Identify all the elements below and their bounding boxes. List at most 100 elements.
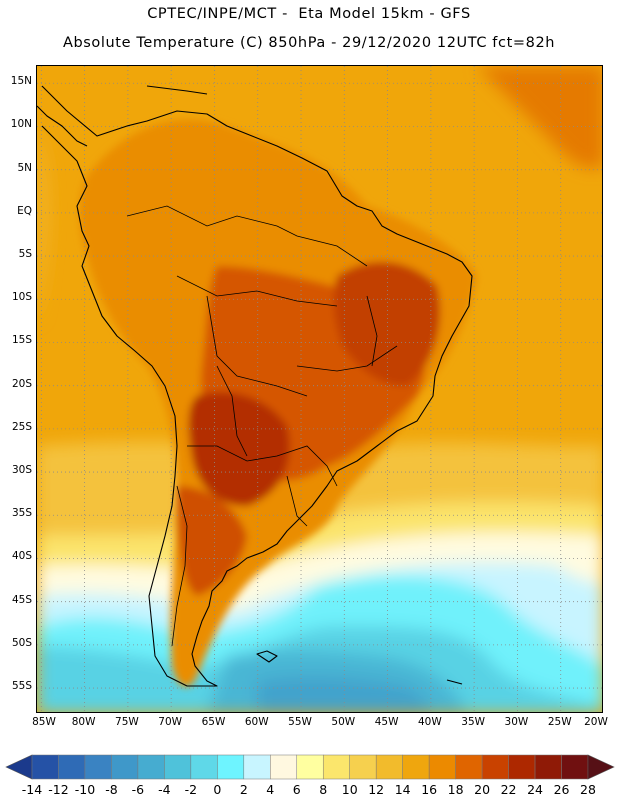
coastlines <box>37 85 473 687</box>
colorbar-swatch <box>402 754 430 780</box>
lon-tick-label: 85W <box>32 716 56 728</box>
border-d <box>216 365 248 457</box>
lat-tick-label: 10S <box>11 291 32 304</box>
lat-tick-label: 30S <box>11 464 32 477</box>
colorbar-swatch <box>111 754 139 780</box>
country-borders <box>126 205 398 647</box>
colorbar-swatch <box>270 754 298 780</box>
map-panel <box>36 65 603 713</box>
field-warm-east <box>477 66 602 168</box>
lat-tick-label: 45S <box>11 593 32 606</box>
temperature-map <box>37 66 602 712</box>
colorbar-swatch <box>296 754 324 780</box>
colorbar-swatch <box>190 754 218 780</box>
colorbar-tick-label: 10 <box>341 782 358 797</box>
colorbar-tick-label: 4 <box>266 782 275 797</box>
lat-tick-label: EQ <box>17 204 32 217</box>
colorbar-min-arrow <box>5 754 33 780</box>
colorbar-tick-label: 6 <box>292 782 301 797</box>
colorbar-swatch <box>84 754 112 780</box>
lat-tick-label: 50S <box>11 636 32 649</box>
lon-tick-label: 75W <box>115 716 139 728</box>
lon-tick-label: 30W <box>504 716 529 728</box>
colorbar-swatch <box>481 754 509 780</box>
colorbar-tick-label: 26 <box>553 782 570 797</box>
coastline-south-america <box>41 85 473 687</box>
land-field-hot-chaco <box>188 392 290 506</box>
lon-tick-label: 55W <box>288 716 312 728</box>
colorbar-tick-label: 14 <box>394 782 411 797</box>
colorbar-swatch <box>375 754 403 780</box>
colorbar-tick-label: 2 <box>239 782 248 797</box>
lat-tick-label: 55S <box>11 680 32 693</box>
lat-tick-label: 5N <box>17 161 32 174</box>
lon-tick-label: 20W <box>584 716 608 728</box>
lat-tick-label: 10N <box>10 118 32 131</box>
colorbar-tick-label: -8 <box>105 782 118 797</box>
colorbar-swatch <box>58 754 86 780</box>
colorbar-tick-label: -14 <box>21 782 43 797</box>
lon-tick-label: 70W <box>158 716 183 728</box>
colorbar-tick-label: -6 <box>131 782 145 797</box>
colorbar-swatch <box>164 754 192 780</box>
coastline-falklands <box>256 650 278 663</box>
colorbar <box>5 754 615 780</box>
lat-tick-label: 35S <box>11 507 32 520</box>
lon-tick-label: 80W <box>71 716 96 728</box>
border-e <box>187 445 338 487</box>
border-b <box>176 275 338 307</box>
land-field-argentina <box>177 486 247 596</box>
colorbar-tick-label: 8 <box>319 782 328 797</box>
chart-subtitle: Absolute Temperature (C) 850hPa - 29/12/… <box>62 35 556 51</box>
coastline-central-america <box>37 105 88 147</box>
colorbar-swatch <box>508 754 536 780</box>
field-ocean-pacific-cool <box>37 126 49 326</box>
border-f <box>296 345 398 372</box>
colorbar-swatch <box>217 754 245 780</box>
land-field-hot-east <box>333 262 441 386</box>
lon-tick-label: 65W <box>201 716 226 728</box>
chart-title: CPTEC/INPE/MCT - Eta Model 15km - GFS <box>147 6 471 22</box>
colorbar-tick-label: -12 <box>48 782 69 797</box>
colorbar-swatch <box>243 754 271 780</box>
border-a <box>126 205 368 267</box>
colorbar-swatch <box>137 754 165 780</box>
lon-tick-label: 25W <box>547 716 572 728</box>
colorbar-swatch <box>322 754 350 780</box>
colorbar-tick-label: -10 <box>74 782 96 797</box>
lon-tick-label: 35W <box>461 716 486 728</box>
lat-tick-label: 20S <box>11 377 32 390</box>
lon-tick-label: 50W <box>331 716 356 728</box>
colorbar-tick-label: 18 <box>447 782 464 797</box>
lon-tick-label: 45W <box>374 716 399 728</box>
colorbar-swatch <box>428 754 456 780</box>
border-h <box>286 475 308 527</box>
colorbar-tick-label: 24 <box>527 782 543 797</box>
lat-tick-label: 40S <box>11 550 32 563</box>
colorbar-tick-label: 20 <box>474 782 491 797</box>
border-c <box>206 295 308 397</box>
lat-tick-label: 25S <box>11 420 32 433</box>
colorbar-swatch <box>455 754 483 780</box>
colorbar-tick-label: 22 <box>500 782 517 797</box>
lat-tick-label: 15S <box>11 334 32 347</box>
lat-tick-label: 15N <box>10 75 32 88</box>
colorbar-tick-label: -2 <box>184 782 198 797</box>
lon-tick-label: 40W <box>417 716 442 728</box>
colorbar-tick-label: 12 <box>368 782 385 797</box>
coastline-south-georgia <box>446 679 463 685</box>
colorbar-swatch <box>31 754 59 780</box>
colorbar-tick-label: 16 <box>421 782 438 797</box>
colorbar-swatch <box>534 754 562 780</box>
colorbar-max-arrow <box>587 754 615 780</box>
coastline-caribbean-island <box>146 85 208 95</box>
colorbar-swatch <box>561 754 589 780</box>
border-g <box>366 295 378 367</box>
border-i <box>171 485 188 647</box>
lon-tick-label: 60W <box>244 716 269 728</box>
colorbar-tick-label: 28 <box>580 782 596 797</box>
graticule <box>37 66 602 712</box>
colorbar-swatch <box>349 754 377 780</box>
lat-tick-label: 5S <box>18 248 32 261</box>
colorbar-tick-label: -4 <box>158 782 171 797</box>
